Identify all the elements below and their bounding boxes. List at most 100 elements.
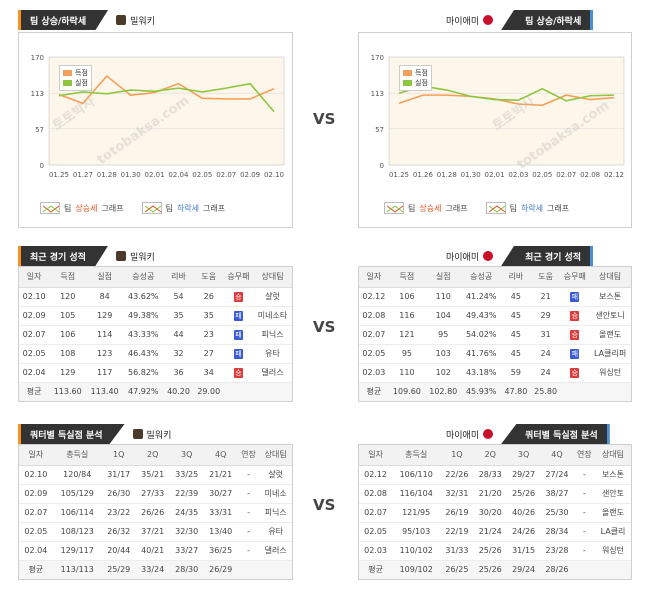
table-cell: 02.12 xyxy=(359,287,389,307)
table-cell: 109/102 xyxy=(392,560,441,579)
x-tick-label: 02.10 xyxy=(264,171,284,179)
table-cell xyxy=(589,382,631,401)
up-graph-icon xyxy=(40,202,60,214)
column-header: 상대팀 xyxy=(589,267,631,288)
legend-text: 팀 xyxy=(165,203,173,213)
table-cell: 129/117 xyxy=(52,541,102,561)
table-cell: 28/34 xyxy=(540,522,574,542)
table-cell: 패 xyxy=(560,287,590,307)
result-badge: 패 xyxy=(233,310,243,321)
table-cell: 워싱턴 xyxy=(589,363,631,383)
table-cell: 108 xyxy=(49,344,87,364)
table-cell: 129 xyxy=(86,306,124,326)
column-header: 상대팀 xyxy=(594,445,631,466)
table-cell: 21/20 xyxy=(473,484,507,504)
table-cell: 23/22 xyxy=(101,503,136,523)
table-cell: 샬럿 xyxy=(253,287,292,307)
column-header: 연장 xyxy=(573,445,595,466)
trend-header-right: 마이애미 팀 상승/하락세 xyxy=(438,10,594,30)
table-cell: 26/32 xyxy=(101,522,136,542)
table-cell: 22/19 xyxy=(440,522,474,542)
table-cell: 104 xyxy=(425,306,462,326)
table-cell: 116/104 xyxy=(392,484,441,504)
table-cell: 33/25 xyxy=(169,465,204,485)
table-cell: 114 xyxy=(86,325,124,345)
table-cell: 샌안토 xyxy=(594,484,631,504)
table-cell: 105/129 xyxy=(52,484,102,504)
table-cell: 02.05 xyxy=(359,522,393,542)
table-cell: 44 xyxy=(163,325,194,345)
table-cell: 02.09 xyxy=(19,306,50,326)
chart-legend: 득점 실점 xyxy=(59,65,92,91)
table-cell: 25/30 xyxy=(540,503,574,523)
table-cell: 유타 xyxy=(259,522,292,542)
table-cell: 02.12 xyxy=(359,465,393,485)
table-cell: 40/26 xyxy=(506,503,541,523)
table-cell: 113.60 xyxy=(49,382,87,401)
table-cell: 35 xyxy=(193,306,224,326)
table-cell: 23/28 xyxy=(540,541,574,561)
table-cell: 23 xyxy=(193,325,224,345)
column-header: 실점 xyxy=(425,267,462,288)
x-tick-label: 01.30 xyxy=(121,171,141,179)
table-cell: 24/35 xyxy=(169,503,204,523)
table-cell: 25/26 xyxy=(506,484,541,504)
legend-text: 그래프 xyxy=(203,203,226,213)
table-cell: 02.03 xyxy=(359,541,393,561)
table-cell: 95 xyxy=(425,325,462,345)
table-cell: 40.20 xyxy=(163,382,194,401)
table-cell: 84 xyxy=(86,287,124,307)
team-name: 마이애미 xyxy=(446,430,480,441)
heat-logo-icon xyxy=(483,15,494,25)
table-cell: 120 xyxy=(49,287,87,307)
column-header: 3Q xyxy=(169,445,204,466)
table-cell: 올랜도 xyxy=(589,325,631,345)
average-row: 평균 113/113 25/29 33/24 28/30 26/29 xyxy=(19,560,292,579)
vs-label: VS xyxy=(313,110,336,128)
series-line-score xyxy=(58,74,275,105)
table-cell xyxy=(573,560,595,579)
table-cell: 123 xyxy=(86,344,124,364)
table-cell: 02.04 xyxy=(19,363,50,383)
table-cell: LA클리퍼 xyxy=(589,344,631,364)
section-title: 쿼터별 득실점 분석 xyxy=(501,424,610,444)
table-cell: 27/33 xyxy=(135,484,170,504)
table-cell: 25.80 xyxy=(530,382,561,401)
table-cell: 02.07 xyxy=(359,325,389,345)
table-cell: 38/27 xyxy=(540,484,574,504)
table-row: 02.10 120/84 31/17 35/21 33/25 21/21- 샬럿 xyxy=(19,465,292,485)
column-header: 4Q xyxy=(203,445,238,466)
column-header: 총득실 xyxy=(52,445,102,466)
x-tick-label: 02.08 xyxy=(580,171,600,179)
table-cell: 승 xyxy=(560,325,590,345)
bucks-logo-icon xyxy=(116,15,127,25)
table-cell: 54 xyxy=(163,287,194,307)
table-row: 02.07 106/114 23/22 26/26 24/35 33/31- 피닉스 xyxy=(19,503,292,523)
column-header: 4Q xyxy=(540,445,574,466)
column-header: 리바 xyxy=(501,267,531,288)
quarter-header-right: 마이애미 쿼터별 득실점 분석 xyxy=(438,424,610,444)
x-tick-label: 01.27 xyxy=(73,171,93,179)
table-row: 02.09 105 129 49.38% 35 35 패 미네소타 xyxy=(19,306,292,326)
table-cell xyxy=(259,560,292,579)
average-row: 평균 109/102 26/25 25/26 29/24 28/26 xyxy=(359,560,631,579)
trend-legend-right: 팀 상승세 그래프 팀 하락세 그래프 xyxy=(384,202,569,214)
trend-header-left: 팀 상승/하락세 밀워키 xyxy=(18,10,163,30)
table-cell: 02.07 xyxy=(359,503,393,523)
table-cell: 30/27 xyxy=(203,484,238,504)
table-cell: 02.07 xyxy=(19,503,53,523)
table-cell: 31/33 xyxy=(440,541,474,561)
table-cell: 36 xyxy=(163,363,194,383)
table-cell: 22/39 xyxy=(169,484,204,504)
table-cell: 32/30 xyxy=(169,522,204,542)
table-cell: 46.43% xyxy=(123,344,164,364)
table-cell: 25/26 xyxy=(473,560,507,579)
table-cell: 패 xyxy=(223,306,254,326)
y-tick-label: 113 xyxy=(31,90,44,98)
section-title: 쿼터별 득실점 분석 xyxy=(18,424,125,444)
table-cell: 121/95 xyxy=(392,503,441,523)
score-swatch xyxy=(63,70,72,76)
table-row: 02.05 95 103 41.76% 45 24 패 LA클리퍼 xyxy=(359,344,631,364)
legend-down: 하락세 xyxy=(176,203,200,213)
table-row: 02.03 110 102 43.18% 59 24 승 워싱턴 xyxy=(359,363,631,383)
